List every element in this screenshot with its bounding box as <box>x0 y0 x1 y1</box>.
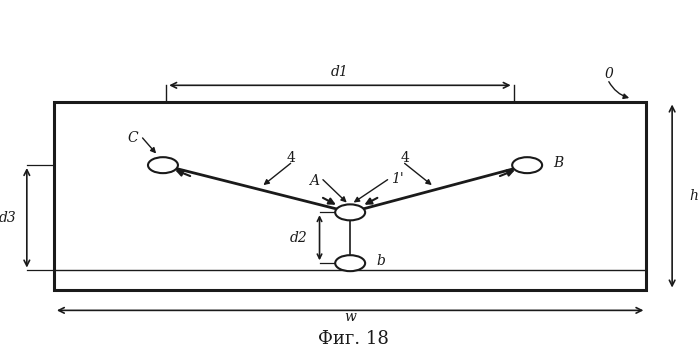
Text: b: b <box>376 254 385 268</box>
Circle shape <box>336 255 365 271</box>
Text: 1': 1' <box>391 172 404 186</box>
Text: d1: d1 <box>331 65 349 79</box>
Circle shape <box>336 204 365 220</box>
Text: d3: d3 <box>0 211 17 225</box>
Text: A: A <box>310 174 319 188</box>
Text: h: h <box>689 189 698 203</box>
Text: 0: 0 <box>605 67 613 81</box>
Text: Фиг. 18: Фиг. 18 <box>318 330 389 348</box>
Circle shape <box>148 157 178 173</box>
Text: d2: d2 <box>290 231 308 245</box>
Text: w: w <box>344 310 356 324</box>
Text: 4: 4 <box>286 151 295 164</box>
Text: B: B <box>553 156 563 170</box>
Text: C: C <box>127 131 138 144</box>
Bar <box>54 102 647 290</box>
Text: 4: 4 <box>401 151 409 164</box>
Circle shape <box>512 157 542 173</box>
